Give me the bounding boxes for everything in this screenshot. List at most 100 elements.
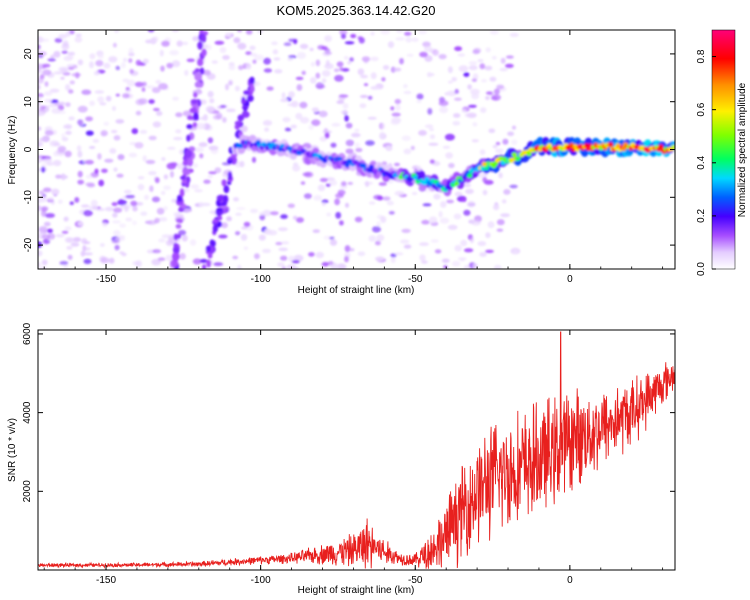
noise-blob bbox=[65, 31, 71, 37]
rising-streak-b-blob bbox=[187, 157, 194, 167]
noise-blob bbox=[315, 82, 325, 90]
noise-blob bbox=[416, 165, 422, 172]
noise-blob bbox=[68, 116, 75, 121]
noise-blob bbox=[153, 107, 160, 112]
noise-blob bbox=[291, 260, 300, 264]
noise-blob bbox=[501, 199, 507, 204]
noise-blob bbox=[438, 54, 447, 60]
noise-blob bbox=[468, 65, 478, 71]
snr-panel: -150 -100 -50 0 2000 4000 6000 Height of stra… bbox=[7, 322, 676, 596]
rising-streak-a-blob bbox=[205, 245, 212, 252]
noise-blob bbox=[122, 93, 130, 99]
noise-blob bbox=[429, 216, 438, 224]
noise-blob bbox=[446, 90, 457, 97]
noise-blob bbox=[338, 94, 349, 98]
noise-blob bbox=[51, 188, 60, 196]
noise-blob bbox=[477, 59, 484, 63]
noise-blob bbox=[465, 188, 474, 194]
noise-blob bbox=[484, 65, 493, 71]
noise-blob bbox=[341, 181, 347, 187]
noise-blob bbox=[156, 207, 165, 215]
noise-blob bbox=[429, 134, 436, 140]
noise-blob bbox=[337, 189, 346, 196]
noise-blob bbox=[138, 98, 148, 105]
noise-blob bbox=[444, 92, 449, 96]
noise-blob bbox=[513, 249, 518, 255]
rising-streak-b-blob bbox=[201, 34, 207, 43]
noise-blob bbox=[243, 246, 249, 250]
noise-blob bbox=[297, 52, 306, 59]
noise-blob bbox=[240, 233, 248, 241]
noise-blob bbox=[377, 195, 384, 201]
noise-blob bbox=[354, 128, 360, 132]
spectrogram-x-tick-label: -150 bbox=[96, 274, 116, 285]
rising-streak-b-blob bbox=[197, 41, 204, 50]
noise-blob bbox=[344, 245, 351, 253]
noise-blob bbox=[442, 145, 451, 149]
noise-blob bbox=[203, 179, 211, 184]
noise-blob bbox=[222, 55, 230, 60]
noise-blob bbox=[361, 56, 371, 62]
noise-blob bbox=[328, 260, 334, 265]
noise-blob bbox=[85, 182, 95, 187]
noise-blob bbox=[278, 247, 289, 252]
noise-blob bbox=[345, 202, 349, 208]
noise-blob bbox=[492, 204, 500, 211]
noise-blob bbox=[340, 110, 348, 114]
noise-blob bbox=[344, 256, 349, 263]
noise-blob bbox=[121, 252, 127, 257]
noise-blob bbox=[45, 213, 55, 218]
noise-blob bbox=[192, 258, 202, 265]
colorbar-tick-label: 0.4 bbox=[696, 155, 707, 169]
noise-blob bbox=[264, 127, 270, 132]
noise-blob bbox=[88, 146, 96, 149]
noise-blob bbox=[379, 131, 385, 139]
noise-blob bbox=[200, 202, 211, 207]
noise-blob bbox=[251, 156, 257, 163]
noise-blob bbox=[299, 116, 310, 124]
noise-blob bbox=[56, 110, 66, 115]
noise-blob bbox=[262, 248, 271, 254]
main-track-blob bbox=[424, 176, 430, 182]
noise-blob bbox=[88, 205, 99, 211]
noise-blob bbox=[312, 229, 320, 234]
rising-streak-a-blob bbox=[237, 122, 243, 128]
noise-blob bbox=[395, 104, 401, 111]
noise-blob bbox=[273, 57, 281, 61]
noise-blob bbox=[349, 57, 354, 62]
noise-blob bbox=[349, 248, 355, 252]
rising-streak-b-blob bbox=[181, 178, 188, 185]
noise-blob bbox=[424, 55, 433, 62]
noise-blob bbox=[280, 214, 288, 219]
rising-streak-a-blob bbox=[202, 264, 207, 269]
noise-blob bbox=[239, 160, 245, 168]
noise-blob bbox=[63, 55, 73, 62]
noise-blob bbox=[390, 106, 395, 111]
noise-blob bbox=[262, 209, 272, 217]
noise-blob bbox=[152, 121, 162, 128]
noise-blob bbox=[226, 108, 236, 113]
noise-blob bbox=[154, 217, 160, 224]
rising-streak-b-blob bbox=[194, 68, 200, 73]
noise-blob bbox=[367, 95, 373, 100]
noise-blob bbox=[121, 62, 126, 69]
noise-blob bbox=[317, 184, 326, 192]
noise-blob bbox=[281, 241, 290, 245]
noise-blob bbox=[458, 65, 469, 72]
noise-blob bbox=[104, 158, 114, 163]
noise-blob bbox=[428, 142, 439, 146]
noise-blob bbox=[481, 79, 487, 83]
noise-blob bbox=[49, 88, 60, 93]
noise-blob bbox=[38, 205, 42, 212]
noise-blob bbox=[100, 243, 105, 247]
noise-blob bbox=[422, 203, 432, 207]
noise-blob bbox=[445, 152, 453, 159]
noise-blob bbox=[192, 36, 199, 42]
noise-blob bbox=[125, 217, 133, 222]
noise-blob bbox=[495, 148, 504, 154]
noise-blob bbox=[38, 141, 44, 147]
noise-blob bbox=[74, 197, 80, 203]
noise-blob bbox=[155, 79, 162, 84]
noise-blob bbox=[324, 131, 330, 139]
